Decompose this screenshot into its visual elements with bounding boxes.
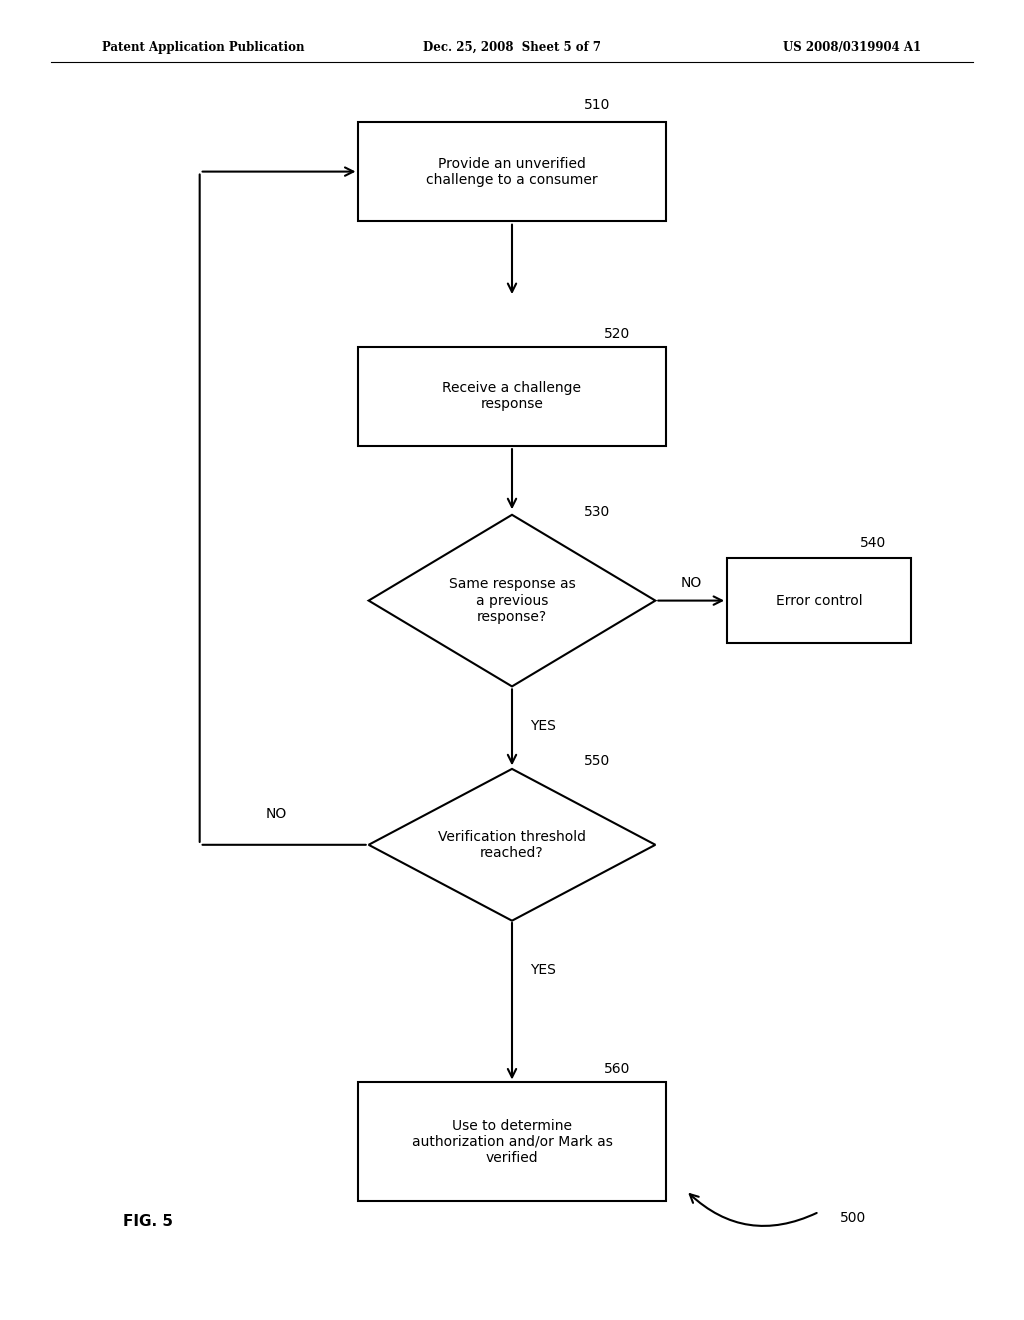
Text: 560: 560 bbox=[604, 1061, 631, 1076]
Text: US 2008/0319904 A1: US 2008/0319904 A1 bbox=[783, 41, 922, 54]
FancyBboxPatch shape bbox=[358, 123, 666, 220]
Text: Error control: Error control bbox=[776, 594, 862, 607]
Text: 520: 520 bbox=[604, 326, 631, 341]
Text: 530: 530 bbox=[584, 504, 610, 519]
Text: 510: 510 bbox=[584, 98, 610, 112]
Text: YES: YES bbox=[529, 719, 556, 733]
Text: NO: NO bbox=[681, 577, 701, 590]
Text: 500: 500 bbox=[840, 1212, 866, 1225]
FancyBboxPatch shape bbox=[358, 347, 666, 446]
FancyBboxPatch shape bbox=[358, 1082, 666, 1201]
Text: NO: NO bbox=[266, 807, 287, 821]
Text: FIG. 5: FIG. 5 bbox=[123, 1213, 173, 1229]
Text: Provide an unverified
challenge to a consumer: Provide an unverified challenge to a con… bbox=[426, 157, 598, 186]
Text: Receive a challenge
response: Receive a challenge response bbox=[442, 381, 582, 411]
Text: Verification threshold
reached?: Verification threshold reached? bbox=[438, 830, 586, 859]
Text: Use to determine
authorization and/or Mark as
verified: Use to determine authorization and/or Ma… bbox=[412, 1118, 612, 1166]
Text: Patent Application Publication: Patent Application Publication bbox=[102, 41, 305, 54]
Text: YES: YES bbox=[529, 964, 556, 977]
Text: Same response as
a previous
response?: Same response as a previous response? bbox=[449, 577, 575, 624]
Text: Dec. 25, 2008  Sheet 5 of 7: Dec. 25, 2008 Sheet 5 of 7 bbox=[423, 41, 601, 54]
Polygon shape bbox=[369, 768, 655, 921]
Text: 550: 550 bbox=[584, 754, 610, 768]
Text: 540: 540 bbox=[860, 536, 887, 550]
Polygon shape bbox=[369, 515, 655, 686]
FancyBboxPatch shape bbox=[727, 557, 911, 643]
